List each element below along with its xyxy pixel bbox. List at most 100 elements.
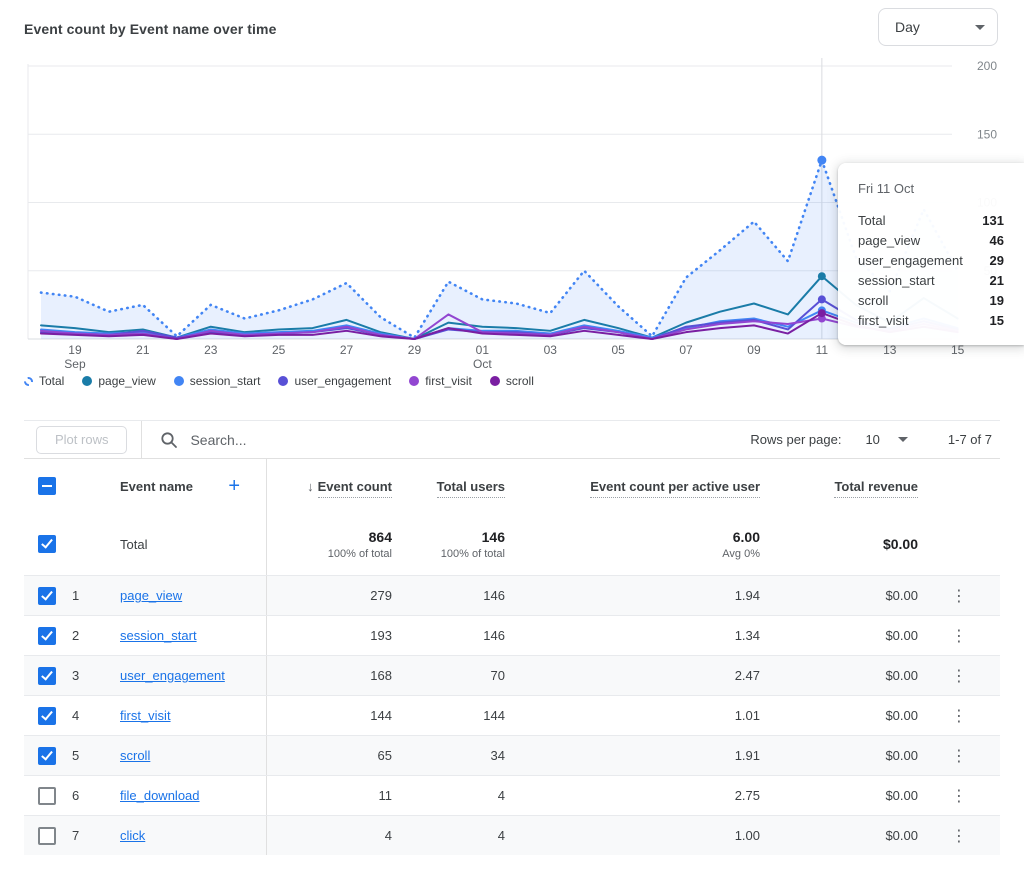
row-checkbox[interactable]: [38, 627, 56, 645]
total-event-count-sub: 100% of total: [267, 548, 392, 560]
table-total-row: Total 864100% of total 146100% of total …: [24, 513, 1000, 575]
event-name-link[interactable]: scroll: [100, 748, 150, 763]
row-checkbox[interactable]: [38, 747, 56, 765]
total-users-cell: 146: [392, 628, 505, 643]
table-row: 5scroll65341.91$0.00⋮: [24, 735, 1000, 775]
column-header-per-active-user[interactable]: Event count per active user: [590, 479, 760, 498]
legend-label: first_visit: [425, 374, 472, 388]
event-name-link[interactable]: file_download: [100, 788, 200, 803]
event-count-cell: 279: [267, 588, 392, 603]
table-row: 2session_start1931461.34$0.00⋮: [24, 615, 1000, 655]
total-event-count: 864: [267, 529, 392, 545]
revenue-cell: $0.00: [760, 628, 918, 643]
analytics-report: Event count by Event name over time Day …: [0, 0, 1024, 876]
row-checkbox[interactable]: [38, 787, 56, 805]
row-menu-icon[interactable]: ⋮: [918, 746, 1000, 766]
row-number: 3: [68, 668, 100, 683]
x-axis-label: 13: [883, 343, 897, 357]
total-users-cell: 4: [392, 828, 505, 843]
total-users-cell: 144: [392, 708, 505, 723]
tooltip-row: first_visit15: [858, 311, 1004, 331]
tooltip-row: page_view46: [858, 231, 1004, 251]
y-axis-label: 200: [977, 59, 997, 73]
legend-item-session_start[interactable]: session_start: [174, 374, 261, 388]
tooltip-series-label: page_view: [858, 231, 920, 251]
rows-per-page-label: Rows per page:: [750, 432, 841, 447]
x-axis-label: 21: [136, 343, 150, 357]
tooltip-series-label: user_engagement: [858, 251, 963, 271]
rows-per-page-select[interactable]: 10: [865, 432, 907, 447]
row-number: 4: [68, 708, 100, 723]
legend-label: page_view: [98, 374, 155, 388]
tooltip-series-value: 21: [990, 271, 1004, 291]
legend-item-page_view[interactable]: page_view: [82, 374, 155, 388]
x-axis-label: 01: [476, 343, 490, 357]
event-name-link[interactable]: user_engagement: [100, 668, 225, 683]
event-name-link[interactable]: first_visit: [100, 708, 171, 723]
tooltip-series-value: 131: [982, 211, 1004, 231]
y-axis-label: 150: [977, 127, 997, 141]
row-checkbox[interactable]: [38, 667, 56, 685]
event-count-cell: 168: [267, 668, 392, 683]
search-icon: [160, 431, 178, 449]
event-name-link[interactable]: page_view: [100, 588, 182, 603]
row-checkbox[interactable]: [38, 587, 56, 605]
search-box[interactable]: [160, 431, 750, 449]
row-menu-icon[interactable]: ⋮: [918, 786, 1000, 806]
per-user-cell: 1.91: [505, 748, 760, 763]
row-number: 2: [68, 628, 100, 643]
series-marker-user_engagement: [818, 295, 826, 303]
search-input[interactable]: [190, 432, 490, 448]
tooltip-series-label: scroll: [858, 291, 888, 311]
event-name-link[interactable]: session_start: [100, 628, 197, 643]
table-header-row: Event name + ↓Event count Total users Ev…: [24, 459, 1000, 513]
chart-legend: Total page_view session_start user_engageme…: [24, 374, 534, 388]
x-axis-label: 03: [544, 343, 558, 357]
legend-item-total[interactable]: Total: [24, 374, 64, 388]
table-row: 4first_visit1441441.01$0.00⋮: [24, 695, 1000, 735]
add-dimension-icon[interactable]: +: [228, 477, 240, 495]
per-user-cell: 2.47: [505, 668, 760, 683]
legend-item-scroll[interactable]: scroll: [490, 374, 534, 388]
row-menu-icon[interactable]: ⋮: [918, 706, 1000, 726]
total-row-checkbox[interactable]: [38, 535, 56, 553]
page-title: Event count by Event name over time: [24, 21, 276, 37]
per-user-cell: 1.34: [505, 628, 760, 643]
row-checkbox[interactable]: [38, 827, 56, 845]
column-header-total-users[interactable]: Total users: [437, 479, 505, 498]
table-row: 1page_view2791461.94$0.00⋮: [24, 575, 1000, 615]
tooltip-series-label: first_visit: [858, 311, 909, 331]
legend-item-first_visit[interactable]: first_visit: [409, 374, 472, 388]
event-count-cell: 4: [267, 828, 392, 843]
tooltip-date: Fri 11 Oct: [858, 181, 1004, 196]
event-name-link[interactable]: click: [100, 828, 145, 843]
granularity-dropdown[interactable]: Day: [878, 8, 998, 46]
row-menu-icon[interactable]: ⋮: [918, 826, 1000, 846]
total-row-label: Total: [100, 537, 147, 552]
row-menu-icon[interactable]: ⋮: [918, 626, 1000, 646]
table-toolbar: Plot rows Rows per page: 10 1-7 of 7: [24, 421, 1000, 459]
row-number: 1: [68, 588, 100, 603]
legend-item-user_engagement[interactable]: user_engagement: [278, 374, 391, 388]
legend-dot-icon: [174, 376, 184, 386]
revenue-cell: $0.00: [760, 588, 918, 603]
column-header-event-count[interactable]: Event count: [318, 479, 392, 498]
x-axis-label: 19: [68, 343, 82, 357]
x-axis-sublabel: Oct: [473, 357, 492, 371]
chevron-down-icon: [975, 25, 985, 30]
plot-rows-button[interactable]: Plot rows: [36, 426, 127, 454]
row-menu-icon[interactable]: ⋮: [918, 586, 1000, 606]
column-header-event-name[interactable]: Event name: [100, 479, 193, 494]
legend-label: scroll: [506, 374, 534, 388]
legend-dot-icon: [409, 376, 419, 386]
tooltip-series-label: session_start: [858, 271, 935, 291]
column-header-total-revenue[interactable]: Total revenue: [834, 479, 918, 498]
chevron-down-icon: [898, 437, 908, 442]
total-revenue: $0.00: [760, 536, 918, 552]
row-menu-icon[interactable]: ⋮: [918, 666, 1000, 686]
select-all-checkbox[interactable]: [38, 477, 56, 495]
tooltip-row: Total131: [858, 211, 1004, 231]
series-marker-total: [817, 156, 826, 165]
revenue-cell: $0.00: [760, 788, 918, 803]
row-checkbox[interactable]: [38, 707, 56, 725]
